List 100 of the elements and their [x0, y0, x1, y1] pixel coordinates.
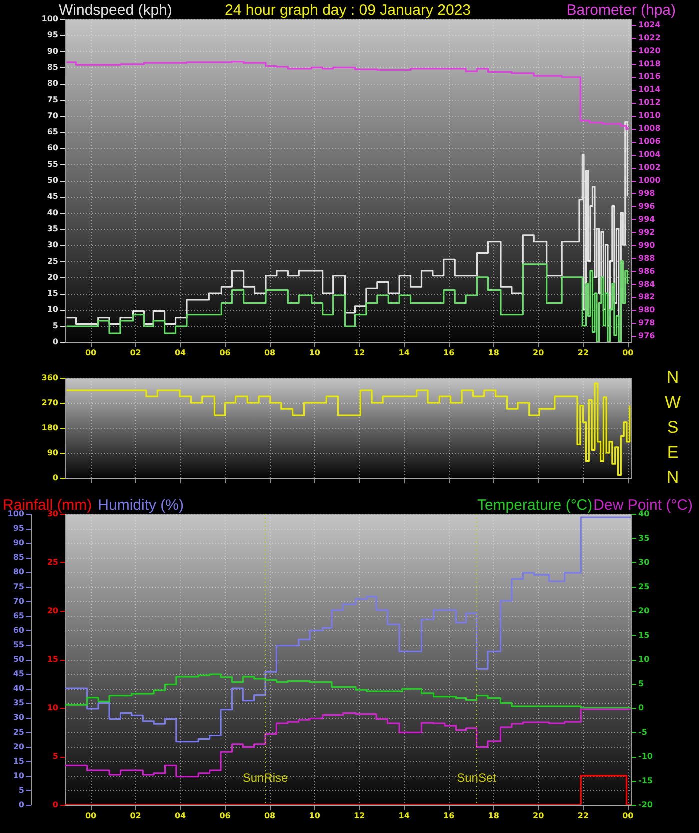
- y-tick-label: 90: [13, 538, 25, 548]
- y-tick-label: 35: [47, 224, 59, 234]
- text: Humidity (%): [98, 497, 184, 514]
- text: S: [667, 418, 679, 437]
- y2-tick-label: 5: [638, 679, 644, 688]
- y2-tick-label: 15: [638, 630, 650, 640]
- y-tick-label: 5: [18, 786, 25, 795]
- y2-tick-label: 1014: [638, 85, 662, 94]
- y-tick-label: 90: [47, 448, 59, 458]
- text: W: [664, 393, 682, 412]
- x-tick-label: 22: [578, 348, 589, 358]
- text: N: [666, 368, 680, 387]
- y-tick-label: 25: [47, 256, 59, 266]
- y-tick-label: 0: [18, 800, 25, 810]
- y-tick-label: 40: [47, 208, 59, 218]
- y-tick-label: 45: [13, 670, 25, 679]
- y2-tick-label: 0: [638, 704, 644, 712]
- y-tick-label: 60: [13, 626, 25, 635]
- chart-title: 24 hour graph day : 09 January 2023: [224, 2, 472, 19]
- y-tick-label: 95: [13, 524, 25, 534]
- y2-tick-label: 1022: [638, 33, 661, 42]
- y2-tick-label: 994: [638, 214, 656, 224]
- x-tick-label: 14: [398, 812, 410, 820]
- y2-tick-label: 982: [638, 292, 656, 302]
- y-tick-label: 35: [13, 698, 25, 708]
- x-tick-label: 12: [354, 348, 366, 358]
- y2-tick-label: 980: [638, 306, 656, 315]
- x-tick-label: 16: [444, 348, 456, 358]
- y-tick-label: 0: [52, 474, 59, 482]
- y2-tick-label: 10: [638, 655, 650, 664]
- ref-line-label: SunSet: [457, 771, 498, 785]
- y2-tick-label: -5: [638, 728, 648, 737]
- x-tick-label: 06: [220, 812, 232, 820]
- y-tick-label: 90: [47, 46, 59, 56]
- y-tick-label: 30: [13, 713, 25, 722]
- y2-tick-label: 40: [638, 510, 650, 518]
- x-tick-label: 20: [533, 812, 545, 820]
- y-tick-label: 10: [47, 305, 59, 314]
- y-tick-label: 50: [47, 176, 59, 185]
- y2-tick-label: 1002: [638, 163, 661, 172]
- y2-tick-label: 1000: [638, 176, 662, 185]
- y-tick-label: 80: [47, 79, 59, 88]
- y-axis-title: Windspeed (kph): [59, 2, 172, 19]
- y-tick-label: 55: [13, 640, 25, 650]
- y-tick-label: 20: [13, 742, 25, 752]
- y2-tick-label: 996: [638, 202, 656, 211]
- y-tick-label: 85: [13, 553, 25, 562]
- y-tick-label: 75: [13, 582, 25, 592]
- y2-tick-label: -20: [638, 800, 654, 810]
- x-tick-label: 12: [354, 812, 366, 820]
- y-tick-label: 45: [47, 192, 59, 202]
- y2-tick-label: 990: [638, 240, 656, 250]
- y-tick-label: 10: [13, 771, 25, 780]
- y2-tick-label: 25: [638, 582, 650, 592]
- y2-tick-label: 1008: [638, 124, 662, 134]
- x-tick-label: 02: [130, 348, 142, 358]
- y2-tick-label: 35: [638, 534, 650, 543]
- y-tick-label: 50: [13, 655, 25, 664]
- x-tick-label: 20: [533, 348, 545, 358]
- y-tick-label: 20: [47, 272, 59, 282]
- y-tick-label: 70: [47, 111, 59, 120]
- y-tick-label: 360: [42, 374, 59, 382]
- x-tick-label: 22: [578, 812, 589, 820]
- y2-tick-label: 1004: [638, 150, 662, 160]
- y2-tick-label: 1010: [638, 111, 662, 120]
- y-tick-label: 60: [47, 144, 59, 153]
- y2-tick-label: -15: [638, 776, 654, 786]
- y2-tick-label: 984: [638, 280, 656, 289]
- y2-tick-label: 20: [638, 606, 650, 616]
- text: Temperature (°C): [477, 497, 593, 514]
- x-tick-label: 00: [622, 812, 634, 820]
- y2-tick-label: 1012: [638, 98, 661, 108]
- x-tick-label: 08: [264, 348, 276, 358]
- ref-line-label: SunRise: [242, 771, 289, 785]
- y-tick-label: 65: [13, 611, 25, 620]
- y-tick-label: 40: [13, 684, 25, 694]
- x-tick-label: 00: [85, 812, 98, 820]
- y-tick-label: 5: [52, 321, 59, 330]
- text: N: [666, 468, 680, 487]
- y-tick-label: 100: [8, 510, 25, 518]
- x-tick-label: 00: [85, 348, 98, 358]
- y-tick-label: 65: [47, 128, 59, 137]
- x-tick-label: 08: [264, 812, 276, 820]
- y2-tick-label: 1006: [638, 137, 662, 146]
- y2-tick-label: 1018: [638, 59, 662, 68]
- x-tick-label: 02: [130, 812, 142, 820]
- y-tick-label: 180: [42, 424, 59, 432]
- x-tick-label: 06: [220, 348, 232, 358]
- y2-tick-label: 998: [638, 188, 656, 198]
- x-tick-label: 18: [488, 812, 500, 820]
- y-tick-label: 75: [47, 95, 59, 104]
- y-tick-label: 95: [47, 30, 59, 40]
- y2-tick-label: -10: [638, 752, 654, 761]
- y-tick-label: 270: [42, 398, 59, 408]
- y2-tick-label: 1016: [638, 72, 662, 82]
- y-tick-label: 55: [47, 160, 59, 169]
- y2-axis-title: Barometer (hpa): [566, 2, 676, 19]
- y-tick-label: 100: [42, 14, 59, 24]
- y2-tick-label: 976: [638, 332, 656, 341]
- y-tick-label: 80: [13, 568, 25, 577]
